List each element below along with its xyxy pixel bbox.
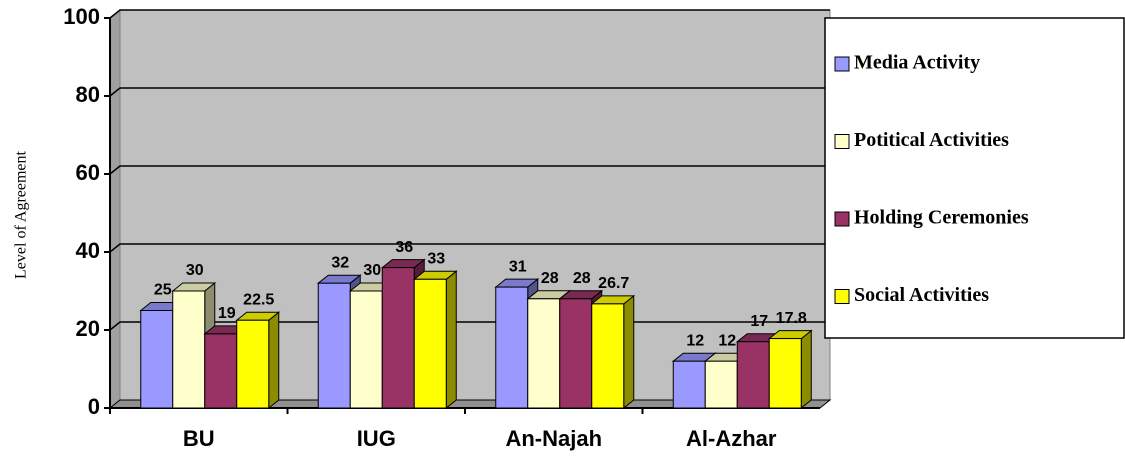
legend-box (824, 17, 1125, 339)
bar-side (800, 329, 812, 410)
bar-front (495, 286, 529, 409)
x-tick-label: BU (183, 426, 215, 451)
y-tick-label: 100 (63, 4, 100, 29)
bar-front (349, 290, 383, 409)
legend-label: Holding Ceremonies (854, 207, 1029, 229)
bar-front (413, 278, 447, 409)
legend-swatch (834, 289, 850, 304)
value-label: 28 (573, 270, 591, 287)
bar (412, 270, 458, 410)
legend-label: Potitical Activities (854, 129, 1009, 151)
bar-front (317, 282, 351, 409)
bar-front (704, 360, 738, 409)
grid-line (109, 9, 830, 19)
value-label: 26.7 (598, 275, 629, 292)
grid-line (109, 243, 830, 253)
grid-line (109, 87, 830, 97)
value-label: 28 (541, 270, 559, 287)
value-label: 19 (218, 305, 236, 322)
bar-front (768, 338, 802, 409)
legend-label: Social Activities (854, 284, 989, 306)
bar-side (268, 311, 280, 410)
bar-front (236, 319, 270, 409)
x-tick-label: IUG (357, 426, 396, 451)
bar-front (591, 303, 625, 409)
legend-swatch (834, 211, 850, 227)
value-label: 31 (509, 258, 527, 275)
side-wall (109, 8, 121, 410)
value-label: 17 (750, 313, 768, 330)
bar-front (140, 310, 174, 409)
y-tick-label: 20 (76, 316, 100, 341)
x-tick-label: Al-Azhar (686, 426, 777, 451)
value-label: 30 (363, 262, 381, 279)
bar (590, 294, 636, 410)
bar-front (381, 267, 415, 409)
y-tick-label: 80 (76, 82, 100, 107)
y-tick-label: 0 (88, 394, 100, 419)
y-tick-label: 40 (76, 238, 100, 263)
value-label: 17.8 (776, 310, 807, 327)
y-axis-label: Level of Agreement (13, 150, 30, 279)
bar-front (736, 341, 770, 409)
value-label: 12 (686, 332, 704, 349)
legend-label: Media Activity (854, 52, 980, 74)
y-tick-label: 60 (76, 160, 100, 185)
bar-front (559, 298, 593, 409)
bar-front (672, 360, 706, 409)
bar-side (445, 270, 457, 410)
value-label: 22.5 (243, 291, 274, 308)
value-label: 32 (331, 254, 349, 271)
bar-front (172, 290, 206, 409)
value-label: 36 (395, 239, 413, 256)
value-label: 30 (186, 262, 204, 279)
bar (235, 311, 281, 410)
legend-swatch (834, 56, 850, 72)
grid-line (109, 165, 830, 175)
value-label: 33 (427, 251, 445, 268)
value-label: 25 (154, 282, 172, 299)
bar-front (527, 298, 561, 409)
bar (767, 329, 813, 410)
x-tick-label: An-Najah (505, 426, 602, 451)
bar-side (623, 294, 635, 410)
legend-swatch (834, 134, 850, 149)
bar-front (204, 333, 238, 409)
value-label: 12 (718, 332, 736, 349)
